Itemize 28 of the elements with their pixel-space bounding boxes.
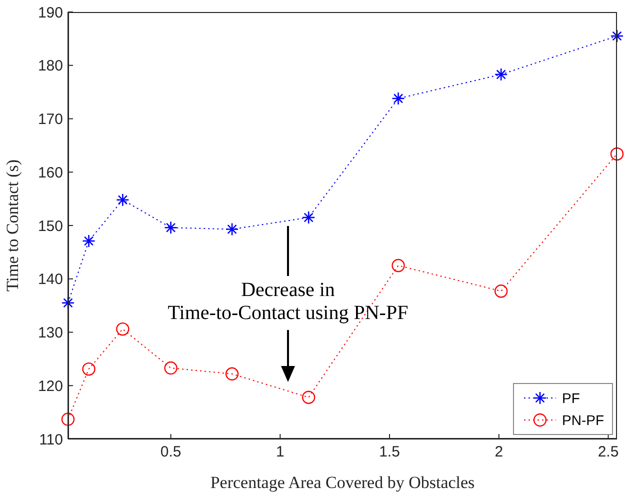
y-tick-label: 190 <box>38 4 63 22</box>
y-tick-label: 160 <box>38 164 63 182</box>
x-tick-label: 0.5 <box>160 444 182 461</box>
y-tick-label: 130 <box>38 324 63 342</box>
y-tick-label: 120 <box>38 378 63 395</box>
point <box>61 412 75 426</box>
y-tick-label: 140 <box>38 271 63 288</box>
point <box>164 361 178 375</box>
x-tick-label: 1.5 <box>379 444 400 461</box>
annotation: Decrease in Time-to-Contact using PN-PF <box>166 279 410 325</box>
y-tick-label: 110 <box>39 431 63 448</box>
point <box>82 362 96 376</box>
x-tick-label: 2.5 <box>598 444 619 461</box>
x-axis-title: Percentage Area Covered by Obstacles <box>210 473 475 492</box>
y-tick-label: 150 <box>38 218 63 235</box>
x-tick-label: 1 <box>276 444 284 461</box>
point <box>610 147 624 161</box>
point <box>225 367 239 380</box>
point <box>302 390 316 404</box>
y-axis-title: Time to Contact (s) <box>3 159 22 292</box>
point <box>392 258 405 272</box>
point <box>116 322 130 336</box>
y-tick-label: 180 <box>38 58 63 75</box>
x-tick-label: 2 <box>494 444 504 461</box>
y-tick-label: 170 <box>38 111 63 128</box>
legend-label: PF <box>562 390 580 406</box>
point <box>494 284 508 298</box>
legend-label: PN-PF <box>562 412 604 428</box>
